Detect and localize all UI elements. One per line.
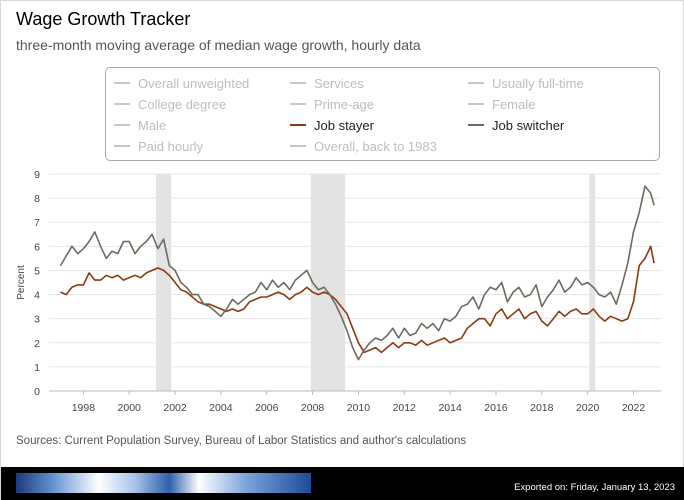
chart-title: Wage Growth Tracker: [16, 9, 191, 29]
y-tick-label: 5: [34, 265, 40, 277]
legend-label: Male: [138, 117, 167, 133]
legend-item-male[interactable]: Male: [114, 116, 166, 134]
legend-label: College degree: [138, 96, 227, 112]
series-line-job-switcher: [59, 185, 655, 361]
legend-item-paid-hourly[interactable]: Paid hourly: [114, 137, 203, 155]
legend-swatch: [290, 145, 306, 147]
legend-swatch: [114, 103, 130, 105]
recession-shade: [310, 174, 346, 391]
y-tick-label: 3: [34, 314, 40, 326]
line-chart: 0 1 2 3 4 5 6 7 8 9 1998 2000 2002 2004 2006 2008 2010 20…: [16, 169, 661, 414]
legend: Overall unweighted Services Usually full-t…: [105, 67, 660, 161]
x-tick-label: 2004: [209, 402, 233, 414]
y-tick-label: 6: [34, 241, 40, 253]
legend-label: Prime-age: [314, 96, 374, 112]
x-tick-label: 2014: [438, 402, 462, 414]
y-tick-label: 4: [34, 290, 40, 302]
y-tick-label: 8: [34, 193, 40, 205]
legend-swatch: [114, 145, 130, 147]
recession-shade: [589, 174, 596, 391]
legend-label: Overall unweighted: [138, 75, 250, 91]
x-tick-label: 2006: [255, 402, 279, 414]
legend-label: Paid hourly: [138, 138, 204, 154]
legend-label: Female: [492, 96, 536, 112]
recession-shade: [156, 174, 172, 391]
legend-swatch: [290, 82, 306, 84]
export-date: Exported on: Friday, January 13, 2023: [514, 482, 675, 493]
x-tick-label: 1998: [72, 402, 96, 414]
legend-swatch: [114, 124, 130, 126]
y-tick-label: 7: [34, 217, 40, 229]
legend-swatch: [290, 103, 306, 105]
legend-swatch: [290, 124, 306, 126]
footer-bar: Exported on: Friday, January 13, 2023: [1, 467, 684, 500]
legend-item-overall-back-to-1983[interactable]: Overall, back to 1983: [290, 137, 437, 155]
x-tick-label: 2002: [163, 402, 187, 414]
y-axis-label: Percent: [16, 265, 27, 300]
x-tick-label: 2000: [118, 402, 142, 414]
x-tick-label: 2018: [530, 402, 554, 414]
legend-label: Overall, back to 1983: [314, 138, 437, 154]
legend-label: Usually full-time: [492, 75, 584, 91]
legend-label: Job switcher: [492, 117, 565, 133]
y-tick-label: 9: [34, 169, 40, 181]
x-tick-label: 2016: [484, 402, 508, 414]
x-tick-label: 2020: [576, 402, 600, 414]
legend-swatch: [468, 103, 484, 105]
x-tick-label: 2022: [622, 402, 646, 414]
legend-swatch: [468, 124, 484, 126]
legend-item-prime-age[interactable]: Prime-age: [290, 95, 374, 113]
legend-item-female[interactable]: Female: [468, 95, 535, 113]
legend-label: Services: [314, 75, 364, 91]
x-tick-label: 2012: [393, 402, 417, 414]
x-tick-label: 2010: [347, 402, 371, 414]
logo-image: [16, 473, 311, 493]
legend-item-college-degree[interactable]: College degree: [114, 95, 226, 113]
source-note: Sources: Current Population Survey, Bure…: [16, 435, 467, 447]
series-line-job-stayer: [60, 245, 655, 354]
legend-swatch: [468, 82, 484, 84]
y-tick-label: 2: [34, 338, 40, 350]
legend-item-usually-full-time[interactable]: Usually full-time: [468, 74, 584, 92]
legend-label: Job stayer: [314, 117, 374, 133]
legend-item-job-switcher[interactable]: Job switcher: [468, 116, 564, 134]
legend-item-services[interactable]: Services: [290, 74, 364, 92]
chart-subtitle: three-month moving average of median wag…: [16, 37, 421, 53]
y-tick-label: 0: [34, 386, 40, 398]
y-tick-label: 1: [34, 362, 40, 374]
legend-swatch: [114, 82, 130, 84]
legend-item-job-stayer[interactable]: Job stayer: [290, 116, 374, 134]
legend-item-overall-unweighted[interactable]: Overall unweighted: [114, 74, 249, 92]
x-tick-label: 2008: [301, 402, 325, 414]
